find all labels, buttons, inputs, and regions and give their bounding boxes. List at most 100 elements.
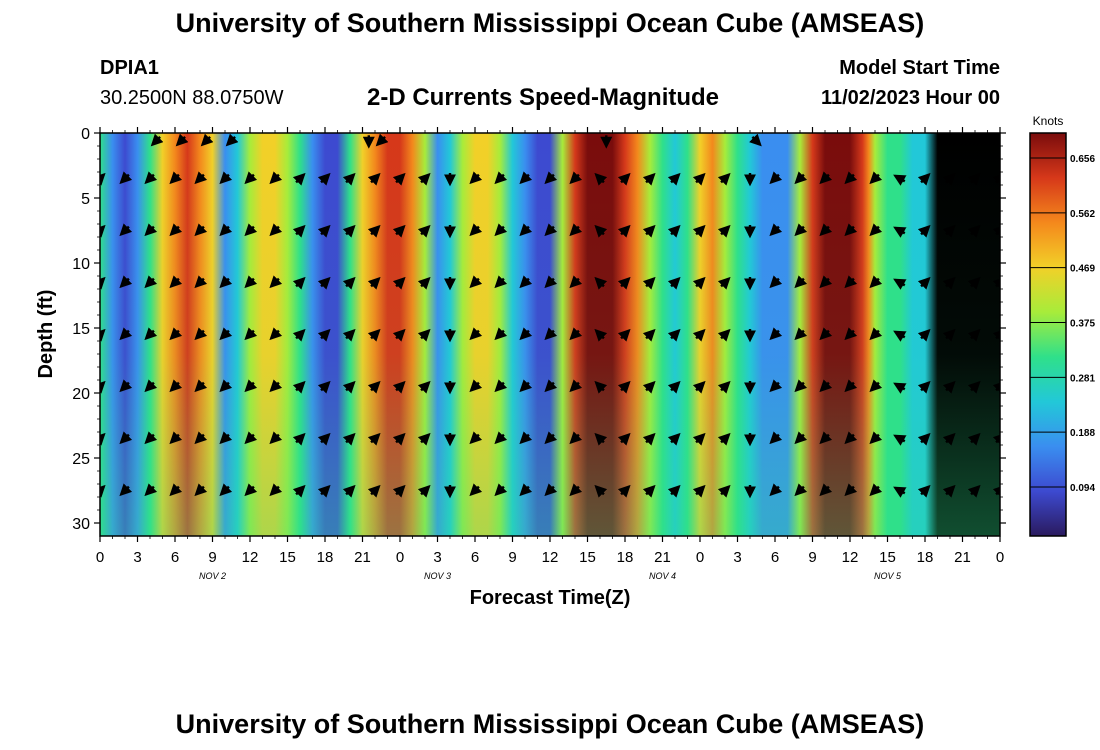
current-vector-arrow xyxy=(692,432,706,446)
current-vector-arrow xyxy=(175,133,189,147)
current-vector-arrow xyxy=(392,276,406,290)
current-vector-arrow xyxy=(667,328,681,342)
current-vector-arrow xyxy=(144,275,158,289)
current-vector-arrow xyxy=(269,223,283,237)
current-vector-arrow xyxy=(642,484,656,498)
x-tick-label: 18 xyxy=(317,549,334,566)
current-vector-arrow xyxy=(317,484,331,498)
current-vector-arrow xyxy=(893,330,907,342)
current-vector-arrow xyxy=(342,224,356,238)
current-vector-arrow xyxy=(569,327,583,341)
current-vector-arrow xyxy=(942,380,956,394)
current-vector-arrow xyxy=(642,224,656,238)
current-vector-arrow xyxy=(144,431,158,445)
current-vector-arrow xyxy=(494,431,508,445)
x-tick-label: 3 xyxy=(133,549,141,566)
current-speed-chart: 0 5 10 15 20 25 30 0 3 6 9 12 15 18 21 0 3 6 9 12 15 18 21 0 3 6… xyxy=(35,114,1095,609)
current-vector-arrow xyxy=(967,172,981,186)
current-vector-arrow xyxy=(494,327,508,341)
current-vector-arrow xyxy=(967,432,981,446)
x-axis-label: Forecast Time(Z) xyxy=(470,587,631,609)
current-vector-arrow xyxy=(292,276,306,290)
current-vector-arrow xyxy=(893,278,907,290)
current-vector-arrow xyxy=(469,379,483,393)
current-vector-arrow xyxy=(594,276,608,290)
x-tick-label: 6 xyxy=(171,549,179,566)
current-vector-arrow xyxy=(494,275,508,289)
current-vector-arrow xyxy=(367,432,381,446)
current-vector-arrow xyxy=(144,223,158,237)
current-vector-arrow xyxy=(342,484,356,498)
current-vector-arrow xyxy=(119,327,133,341)
y-tick-label: 10 xyxy=(72,256,90,273)
current-vector-arrow xyxy=(869,327,883,341)
current-vector-arrow xyxy=(292,380,306,394)
current-vector-arrow xyxy=(317,432,331,446)
y-tick-label: 0 xyxy=(81,126,90,143)
current-vector-arrow xyxy=(869,379,883,393)
current-vector-arrow xyxy=(494,379,508,393)
current-vector-arrow xyxy=(292,328,306,342)
current-vector-arrow xyxy=(819,483,833,497)
current-vector-arrow xyxy=(869,275,883,289)
current-vector-arrow xyxy=(992,328,1000,342)
current-vector-arrow xyxy=(244,431,258,445)
x-tick-label: 12 xyxy=(542,549,559,566)
current-vector-arrow xyxy=(617,380,631,394)
current-vector-arrow xyxy=(375,133,389,147)
current-vector-arrow xyxy=(269,327,283,341)
current-vector-arrow xyxy=(569,483,583,497)
current-vector-arrow xyxy=(244,275,258,289)
colorbar-label: Knots xyxy=(1033,114,1064,128)
current-vector-arrow xyxy=(794,275,808,289)
colorbar xyxy=(1029,132,1067,537)
current-vector-arrow xyxy=(194,327,208,341)
current-vector-arrow xyxy=(219,223,233,237)
current-vector-arrow xyxy=(819,275,833,289)
current-vector-arrow xyxy=(769,171,783,185)
current-vector-arrow xyxy=(292,432,306,446)
current-vector-arrow xyxy=(219,379,233,393)
x-tick-label: 21 xyxy=(354,549,371,566)
y-tick-label: 30 xyxy=(72,516,90,533)
current-vector-arrow xyxy=(667,484,681,498)
current-vector-arrow xyxy=(942,224,956,238)
current-vector-arrow xyxy=(692,484,706,498)
current-vector-arrow xyxy=(544,223,558,237)
current-vector-arrow xyxy=(219,431,233,445)
current-vector-arrow xyxy=(342,276,356,290)
current-vector-arrow xyxy=(819,431,833,445)
current-vector-arrow xyxy=(869,171,883,185)
x-tick-label: 9 xyxy=(808,549,816,566)
current-vector-arrow xyxy=(144,483,158,497)
model-start-value: 11/02/2023 Hour 00 xyxy=(820,87,1000,109)
current-vector-arrow xyxy=(269,171,283,185)
current-vector-arrow xyxy=(967,380,981,394)
current-vector-arrow xyxy=(144,171,158,185)
current-vector-arrow xyxy=(219,171,233,185)
current-vector-arrow xyxy=(392,432,406,446)
current-vector-arrow xyxy=(100,380,106,394)
current-vector-arrow xyxy=(392,484,406,498)
y-tick-label: 20 xyxy=(72,386,90,403)
current-vector-arrow xyxy=(544,431,558,445)
day-label: NOV 3 xyxy=(424,571,451,581)
day-label: NOV 4 xyxy=(649,571,676,581)
x-tick-label: 21 xyxy=(954,549,971,566)
current-vector-arrow xyxy=(269,379,283,393)
current-vector-arrow xyxy=(367,484,381,498)
current-vector-arrow xyxy=(494,223,508,237)
current-vector-arrow xyxy=(717,276,731,290)
current-vector-arrow xyxy=(194,483,208,497)
colorbar-tick-label: 0.375 xyxy=(1070,319,1095,330)
colorbar-tick-label: 0.469 xyxy=(1070,264,1095,275)
model-start-label: Model Start Time xyxy=(839,57,1000,79)
y-tick-label: 5 xyxy=(81,191,90,208)
current-vector-arrow xyxy=(717,432,731,446)
current-vector-arrow xyxy=(244,483,258,497)
current-vector-arrow xyxy=(749,133,762,147)
x-tick-label: 12 xyxy=(842,549,859,566)
current-vector-arrow xyxy=(544,275,558,289)
current-vector-arrow xyxy=(717,328,731,342)
current-vector-arrow xyxy=(667,172,681,186)
